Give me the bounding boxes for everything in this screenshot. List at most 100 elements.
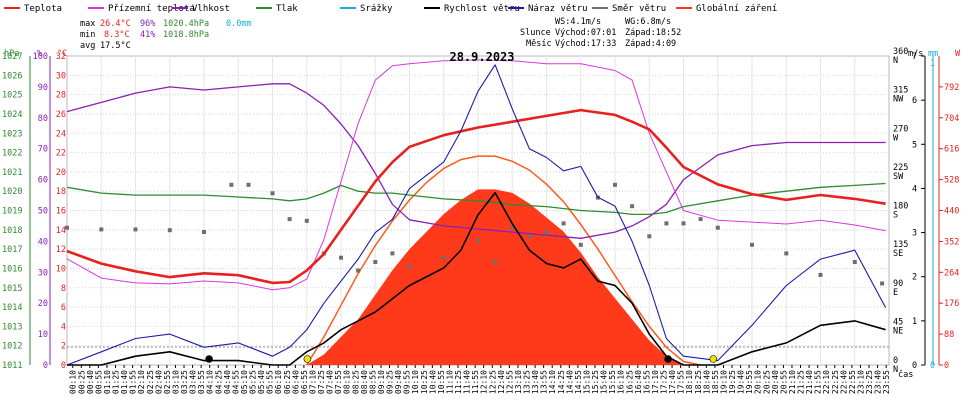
sun-moon-marker (709, 355, 718, 363)
x-tick-label: 02:10 (137, 370, 146, 394)
wind-direction-point (681, 221, 686, 226)
pressure-tick: 1014 (2, 303, 22, 313)
legend-label-naraz-vetru: Náraz větru (528, 4, 588, 14)
x-tick-label: 22:25 (831, 370, 840, 394)
x-tick-label: 14:25 (557, 370, 566, 394)
x-tick-label: 12:10 (480, 370, 489, 394)
x-tick-label: 15:40 (600, 370, 609, 394)
wind-direction-point (784, 251, 789, 256)
humidity-tick: 80 (38, 114, 48, 124)
x-tick-label: 10:10 (411, 370, 420, 394)
x-tick-label: 11:55 (471, 370, 480, 394)
temperature-tick: 28 (56, 91, 66, 101)
temperature-tick: 20 (56, 168, 66, 178)
x-tick-label: 11:40 (463, 370, 472, 394)
x-tick-label: 22:10 (822, 370, 831, 394)
x-tick-label: 02:25 (146, 370, 155, 394)
humidity-tick: 10 (38, 330, 48, 340)
pressure-tick: 1023 (2, 129, 22, 139)
stat-max-label: max (80, 19, 95, 29)
x-tick-label: 21:25 (797, 370, 806, 394)
wind-direction-point (441, 255, 446, 260)
x-tick-label: 06:40 (291, 370, 300, 394)
x-tick-label: 06:10 (274, 370, 283, 394)
x-tick-label: 23:40 (874, 370, 883, 394)
wind-direction-point (527, 234, 532, 239)
x-tick-label: 01:10 (103, 370, 112, 394)
pressure-tick: 1017 (2, 245, 22, 255)
x-tick-label: 05:10 (240, 370, 249, 394)
radiation-area (306, 189, 684, 365)
x-tick-label: 21:10 (788, 370, 797, 394)
stat-min-temp: 8.3°C (104, 30, 130, 40)
x-tick-label: 11:25 (454, 370, 463, 394)
rain-tick: 0 (930, 361, 935, 371)
legend-item-tlak: Tlak (256, 4, 298, 14)
wind-direction-point (133, 227, 138, 232)
x-tick-label: 10:40 (428, 370, 437, 394)
radiation-tick: 352 (944, 237, 959, 247)
x-tick-label: 10:55 (437, 370, 446, 394)
wind-compass-tick: N (893, 56, 898, 66)
x-tick-label: 19:55 (745, 370, 754, 394)
legend-item-prizemni-teplota: Přízemní teplota (88, 4, 195, 14)
wind-direction-tick: 270 (893, 124, 908, 134)
wind-direction-point (880, 281, 885, 286)
wind-direction-tick: 180 (893, 202, 908, 212)
x-tick-label: 02:40 (154, 370, 163, 394)
sun-moon-markers (205, 355, 718, 363)
temperature-tick: 22 (56, 149, 66, 159)
x-tick-label: 18:55 (711, 370, 720, 394)
x-tick-label: 16:10 (617, 370, 626, 394)
temperature-tick: 26 (56, 110, 66, 120)
wind-speed-tick: 3 (912, 229, 917, 239)
wind-direction-point (698, 217, 703, 222)
wind-direction-point (99, 227, 104, 232)
x-tick-label: 03:10 (171, 370, 180, 394)
x-tick-label: 21:55 (814, 370, 823, 394)
stat-moon-rise: Východ:17:33 (555, 39, 616, 49)
x-tick-label: 04:40 (223, 370, 232, 394)
temperature-tick: 4 (61, 322, 66, 332)
stat-min-hum: 41% (140, 30, 155, 40)
humidity-tick: 0 (43, 361, 48, 371)
wind-compass-tick: S (893, 211, 898, 221)
wind-direction-tick: 225 (893, 163, 908, 173)
x-tick-label: 13:10 (514, 370, 523, 394)
wind-direction-point (715, 225, 720, 230)
stat-sun-set: Západ:18:52 (625, 28, 681, 38)
x-tick-label: 18:25 (694, 370, 703, 394)
x-tick-label: 16:40 (634, 370, 643, 394)
radiation-series (306, 155, 701, 366)
x-tick-label: 17:40 (668, 370, 677, 394)
x-tick-label: 01:55 (129, 370, 138, 394)
radiation-tick: 0 (944, 361, 949, 371)
wind-direction-point (476, 238, 480, 243)
pressure-tick: 1019 (2, 207, 22, 217)
wind-direction-point (750, 242, 754, 247)
x-tick-label: 08:10 (343, 370, 352, 394)
wind-direction-point (852, 260, 857, 264)
x-tick-label: 14:55 (574, 370, 583, 394)
x-tick-label: 08:25 (351, 370, 360, 394)
x-tick-label: 09:40 (394, 370, 403, 394)
x-tick-label: 03:40 (189, 370, 198, 394)
temperature-tick: 6 (61, 303, 66, 313)
sun-moon-marker (205, 355, 213, 363)
wind-direction-tick: 360 (893, 47, 908, 57)
x-tick-label: 07:10 (308, 370, 317, 394)
wind-direction-point (65, 225, 69, 230)
wind-compass-tick: SW (893, 172, 904, 182)
temperature-tick: 12 (56, 245, 66, 255)
stat-max-hum: 96% (140, 19, 155, 29)
x-tick-label: 19:25 (728, 370, 737, 394)
radiation-tick: 528 (944, 176, 959, 186)
wind-direction-point (510, 225, 515, 230)
wind-speed-tick: 7 (912, 52, 917, 62)
wind-speed-tick: 1 (912, 317, 917, 327)
legend-label-srazky: Srážky (360, 4, 393, 14)
humidity-tick: 20 (38, 299, 48, 309)
